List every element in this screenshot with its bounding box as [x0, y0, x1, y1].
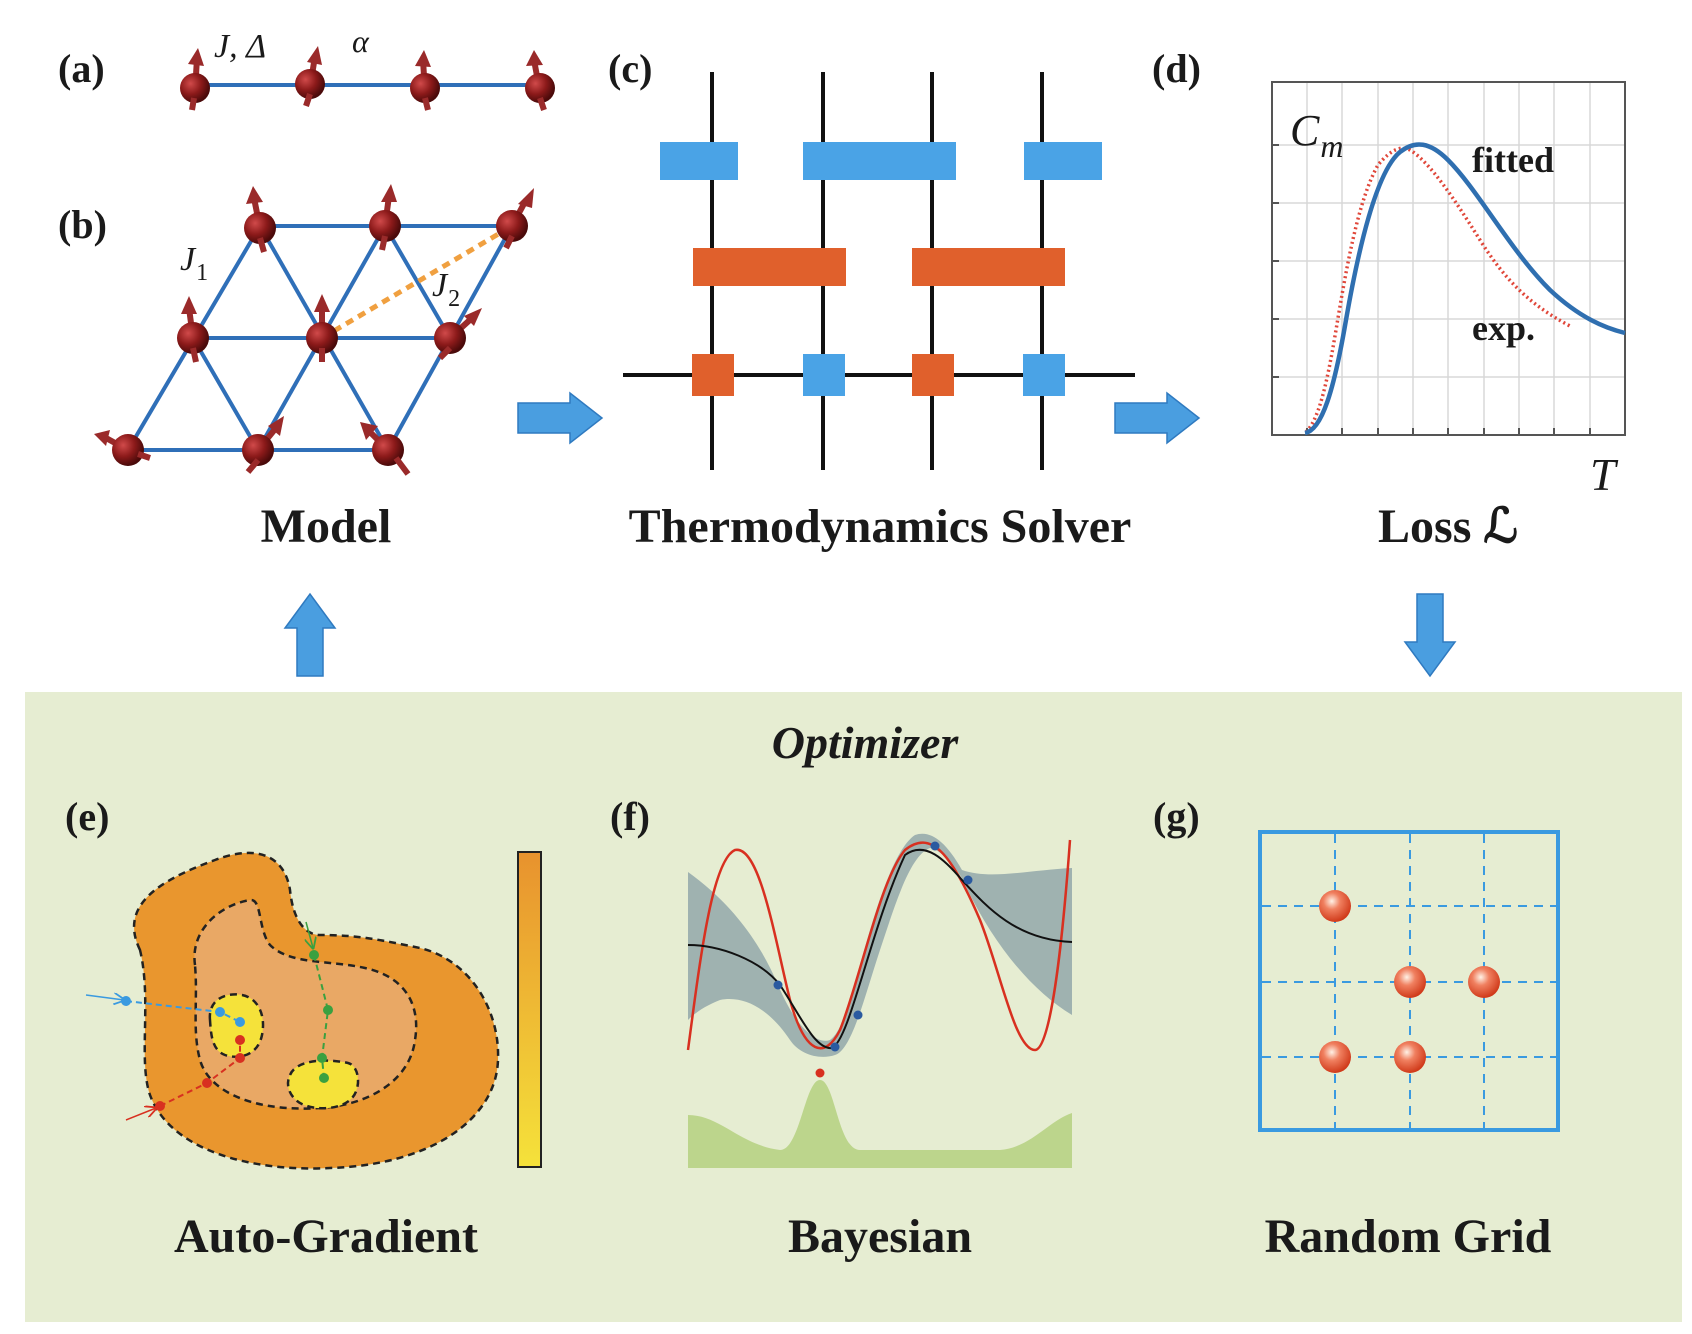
caption-model: Model — [261, 500, 392, 553]
confidence-band — [688, 833, 1072, 1057]
spin-sphere-icon — [525, 50, 555, 111]
sample-point — [773, 980, 783, 990]
spin-sphere-icon — [295, 46, 325, 107]
j2-subscript: 2 — [448, 286, 460, 312]
right-arrow-icon — [1114, 391, 1201, 445]
spin-sphere-icon — [177, 296, 209, 363]
tensor-block-orange — [912, 248, 1065, 286]
grid-sample-ball — [1319, 1041, 1351, 1073]
sample-point — [963, 875, 973, 885]
caption-optimizer: Optimizer — [772, 717, 960, 768]
gradient-step-point — [309, 950, 319, 960]
panel-label-a: (a) — [58, 46, 105, 91]
gradient-step-point — [319, 1073, 329, 1083]
grid-frame — [1258, 830, 1560, 1132]
posterior-mean-curve — [687, 848, 1073, 1050]
sample-point — [830, 1042, 840, 1052]
caption-random-grid: Random Grid — [1265, 1210, 1552, 1263]
panel-label-c: (c) — [608, 46, 652, 91]
spin-sphere-icon — [180, 48, 210, 111]
loss-landscape — [85, 851, 542, 1170]
j1-label: J1 — [180, 241, 208, 286]
panel-label-b: (b) — [58, 202, 107, 247]
spin-sphere-icon — [242, 416, 284, 474]
down-arrow-icon — [1403, 593, 1457, 678]
grid-sample-ball — [1468, 966, 1500, 998]
plot-ylabel-subscript: m — [1320, 128, 1343, 164]
spin-sphere-icon — [410, 50, 440, 111]
panel-label-d: (d) — [1152, 46, 1201, 91]
sample-point — [930, 841, 940, 851]
spin-sphere-icon — [94, 430, 151, 466]
caption-solver: Thermodynamics Solver — [629, 500, 1132, 553]
objective-function-curve — [686, 839, 1072, 1052]
gradient-step-point — [235, 1053, 245, 1063]
spin-sphere-icon — [360, 422, 411, 476]
spin-sphere-icon — [369, 184, 401, 251]
tensor-site-blue — [1023, 354, 1065, 396]
gradient-step-point — [155, 1101, 165, 1111]
landscape-mid-region — [193, 898, 418, 1110]
next-sample-point — [815, 1068, 825, 1078]
chain-alpha-label: α — [352, 23, 370, 59]
grid-sample-ball — [1394, 1041, 1426, 1073]
exp-legend: exp. — [1472, 308, 1535, 348]
random-grid-plot — [1258, 830, 1560, 1132]
spin-sphere-icon — [434, 308, 482, 361]
j2-bond — [320, 223, 514, 341]
panel-label-e: (e) — [65, 794, 109, 839]
gradient-step-point — [215, 1007, 225, 1017]
triangular-lattice: J1 J2 — [94, 184, 534, 476]
gradient-step-point — [235, 1035, 245, 1045]
spin-sphere-icon — [244, 186, 276, 253]
bayesian-plot — [686, 833, 1073, 1168]
acquisition-function — [688, 1080, 1072, 1168]
fitted-legend: fitted — [1472, 140, 1554, 180]
gradient-step-point — [202, 1078, 212, 1088]
grid-sample-ball — [1319, 890, 1351, 922]
chain-coupling-label: J, Δ — [214, 28, 266, 65]
fitted-curve — [1304, 142, 1626, 436]
tensor-block-blue — [803, 142, 956, 180]
sample-point — [853, 1010, 863, 1020]
panel-label-g: (g) — [1153, 794, 1200, 839]
spin-sphere-icon — [306, 294, 338, 362]
caption-auto-gradient: Auto-Gradient — [174, 1210, 478, 1263]
caption-bayesian: Bayesian — [788, 1210, 972, 1263]
specific-heat-plot: Cm T fitted exp. — [1271, 81, 1626, 500]
tensor-site-blue — [803, 354, 845, 396]
tensor-block-orange — [693, 248, 846, 286]
j1-subscript: 1 — [196, 260, 208, 286]
tensor-block-blue — [660, 142, 738, 180]
gradient-step-point — [121, 996, 131, 1006]
landscape-colorbar — [517, 851, 542, 1168]
gradient-step-point — [235, 1017, 245, 1027]
tensor-site-orange — [912, 354, 954, 396]
tensor-block-blue — [1024, 142, 1102, 180]
tensor-network — [623, 72, 1135, 470]
gradient-step-point — [317, 1053, 327, 1063]
grid-sample-ball — [1394, 966, 1426, 998]
exp-data-curve — [1304, 146, 1571, 434]
landscape-min-region — [208, 993, 265, 1059]
gradient-step-point — [323, 1005, 333, 1015]
panel-label-f: (f) — [610, 794, 650, 839]
tensor-site-orange — [692, 354, 734, 396]
caption-loss: Loss ℒ — [1378, 500, 1518, 553]
up-arrow-icon — [283, 592, 337, 677]
chain-model: J, Δ α — [180, 23, 555, 111]
plot-xlabel: T — [1590, 449, 1619, 500]
j2-label: J2 — [432, 267, 460, 312]
spin-sphere-icon — [496, 188, 534, 250]
plot-ylabel: Cm — [1290, 106, 1343, 164]
right-arrow-icon — [517, 391, 604, 445]
